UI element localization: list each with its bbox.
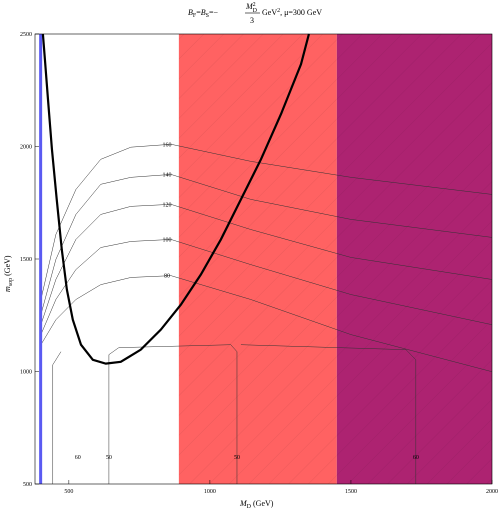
regions bbox=[178, 34, 492, 484]
title-part: F bbox=[193, 13, 197, 19]
y-label-part: m bbox=[3, 286, 12, 292]
title-part: 2 bbox=[253, 2, 256, 8]
contour-label: 50 bbox=[106, 455, 112, 461]
title-part: = bbox=[196, 8, 201, 17]
contour-label: 160 bbox=[162, 142, 171, 148]
y-tick-label: 2000 bbox=[20, 145, 32, 151]
x-axis-label: MD (GeV) bbox=[239, 499, 274, 510]
x-tick-label: 500 bbox=[64, 489, 73, 495]
contour-line bbox=[108, 344, 238, 484]
region-hatch bbox=[178, 34, 337, 484]
contour-label: 100 bbox=[162, 237, 171, 243]
title-suffix: GeV2, μ=300 GeV bbox=[262, 8, 322, 17]
y-axis-label: msop (GeV) bbox=[3, 255, 14, 292]
contour-label: 50 bbox=[234, 455, 240, 461]
title-part: B bbox=[188, 8, 193, 17]
title-part: B bbox=[201, 8, 206, 17]
x-tick-label: 2000 bbox=[486, 489, 498, 495]
x-label-part: D bbox=[247, 504, 252, 510]
contour-label: 60 bbox=[75, 455, 81, 461]
chart-title: BF=BS=− bbox=[188, 8, 218, 19]
title-numerator: M2 D bbox=[245, 2, 258, 14]
contour-label: 120 bbox=[162, 202, 171, 208]
contour-line bbox=[40, 204, 493, 325]
x-tick-label: 1000 bbox=[204, 489, 216, 495]
plot: 160 140 120 100 80 60 50 50 60 bbox=[39, 33, 493, 484]
x-label-part: (GeV) bbox=[251, 499, 274, 508]
title-part: , μ=300 GeV bbox=[280, 8, 322, 17]
y-tick-label: 2500 bbox=[20, 32, 32, 38]
contour-line bbox=[40, 143, 493, 300]
contour-label: 80 bbox=[164, 274, 170, 280]
title-part: =− bbox=[209, 8, 219, 17]
y-tick-label: 1500 bbox=[20, 257, 32, 263]
x-tick-label: 1500 bbox=[345, 489, 357, 495]
contour-line bbox=[52, 351, 62, 484]
y-label-part: (GeV) bbox=[3, 255, 12, 278]
title-part: 2 bbox=[277, 8, 280, 14]
contour-line bbox=[240, 344, 417, 484]
title-part: GeV bbox=[262, 8, 277, 17]
y-tick-label: 1000 bbox=[20, 370, 32, 376]
contour-line bbox=[40, 174, 493, 315]
title-part: M bbox=[245, 2, 254, 11]
contour-label: 140 bbox=[162, 172, 171, 178]
contour-line bbox=[40, 239, 493, 335]
y-tick-label: 500 bbox=[23, 482, 32, 488]
x-label-part: M bbox=[239, 499, 248, 508]
bound-curve bbox=[41, 33, 310, 365]
title-part: S bbox=[206, 13, 209, 19]
contour-label: 60 bbox=[413, 455, 419, 461]
y-label-part: sop bbox=[8, 278, 14, 286]
contour-line bbox=[40, 275, 493, 372]
title-denominator: 3 bbox=[250, 16, 254, 25]
region-hatch bbox=[336, 34, 492, 484]
title-part: D bbox=[253, 8, 258, 14]
